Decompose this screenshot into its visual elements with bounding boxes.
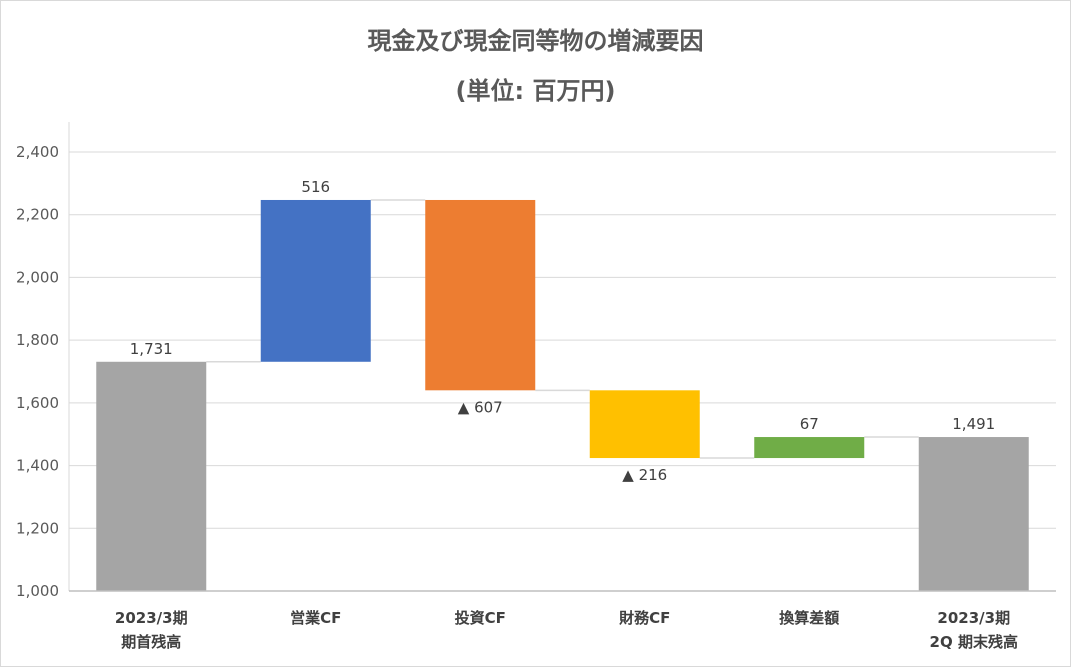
y-tick-label: 1,000 [16, 582, 59, 600]
y-tick-label: 1,200 [16, 519, 59, 537]
x-tick-label: 2023/3期 [937, 609, 1010, 627]
data-label: 516 [301, 178, 330, 196]
y-tick-label: 1,800 [16, 331, 59, 349]
bar [260, 199, 371, 362]
bar [96, 361, 207, 591]
y-tick-label: 1,600 [16, 394, 59, 412]
bar [425, 199, 536, 391]
bar [589, 390, 700, 459]
x-tick-label: 期首残高 [121, 633, 181, 651]
bar [918, 437, 1029, 591]
x-tick-label: 2023/3期 [115, 609, 188, 627]
data-label: 67 [800, 415, 819, 433]
data-label: ▲ 216 [622, 466, 667, 484]
y-tick-label: 2,400 [16, 143, 59, 161]
x-tick-label: 財務CF [618, 609, 670, 627]
data-label: 1,731 [130, 340, 173, 358]
chart-subtitle: (単位: 百万円) [455, 77, 616, 105]
x-tick-label: 2Q 期末残高 [930, 633, 1018, 651]
chart-title: 現金及び現金同等物の増減要因 [367, 27, 704, 55]
x-tick-label: 営業CF [290, 609, 341, 627]
y-tick-label: 1,400 [16, 457, 59, 475]
y-tick-label: 2,000 [16, 268, 59, 286]
data-label: ▲ 607 [458, 398, 503, 416]
x-tick-label: 換算差額 [779, 609, 839, 627]
bar [754, 437, 865, 459]
data-label: 1,491 [952, 415, 995, 433]
x-tick-label: 投資CF [455, 609, 506, 627]
y-tick-label: 2,200 [16, 206, 59, 224]
